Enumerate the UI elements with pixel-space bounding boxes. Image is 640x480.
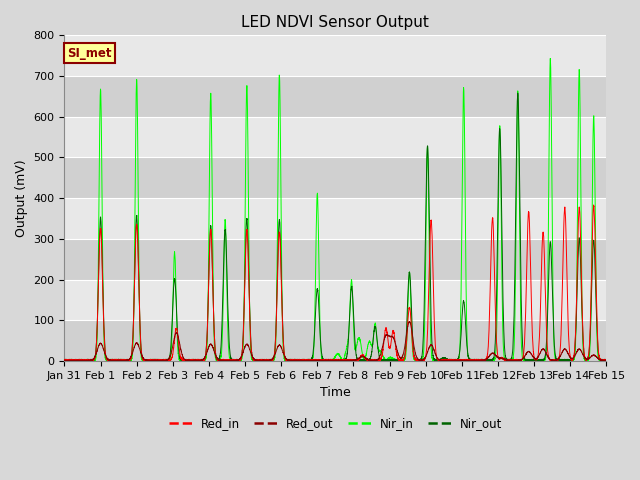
Bar <box>65 157 607 198</box>
Bar <box>65 239 607 279</box>
Text: SI_met: SI_met <box>67 47 111 60</box>
Y-axis label: Output (mV): Output (mV) <box>15 159 28 237</box>
Title: LED NDVI Sensor Output: LED NDVI Sensor Output <box>241 15 429 30</box>
Bar <box>65 76 607 117</box>
Bar <box>65 198 607 239</box>
Legend: Red_in, Red_out, Nir_in, Nir_out: Red_in, Red_out, Nir_in, Nir_out <box>164 412 507 435</box>
Bar <box>65 36 607 76</box>
X-axis label: Time: Time <box>320 386 351 399</box>
Bar <box>65 320 607 361</box>
Bar <box>65 279 607 320</box>
Bar <box>65 117 607 157</box>
